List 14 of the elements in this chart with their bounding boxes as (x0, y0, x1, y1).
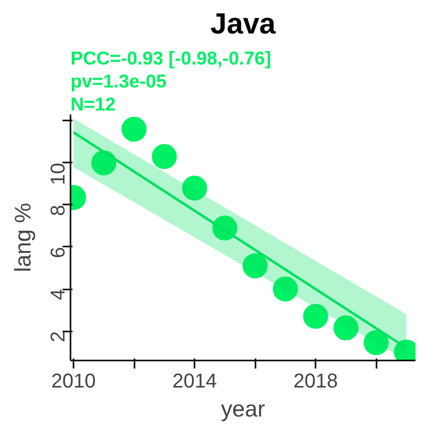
y-tick-label: 6 (48, 246, 70, 258)
y-tick-label: 4 (48, 289, 70, 300)
y-tick-label: 10 (48, 162, 70, 186)
text: pv=1.3e-05 (70, 70, 166, 92)
x-tick-label: 2014 (172, 370, 217, 392)
y-tick-label: 8 (48, 204, 70, 216)
annotation: N=12 (70, 94, 116, 114)
text: PCC=-0.93 [-0.98,-0.76] (70, 48, 272, 68)
y-axis-title: lang % (10, 202, 36, 272)
chart-title: Java (210, 8, 276, 40)
y-tick-label: 2 (48, 331, 70, 342)
x-tick-label: 2010 (51, 370, 96, 392)
x-axis-title: year (220, 396, 266, 422)
x-tick-label: 2018 (293, 370, 338, 392)
